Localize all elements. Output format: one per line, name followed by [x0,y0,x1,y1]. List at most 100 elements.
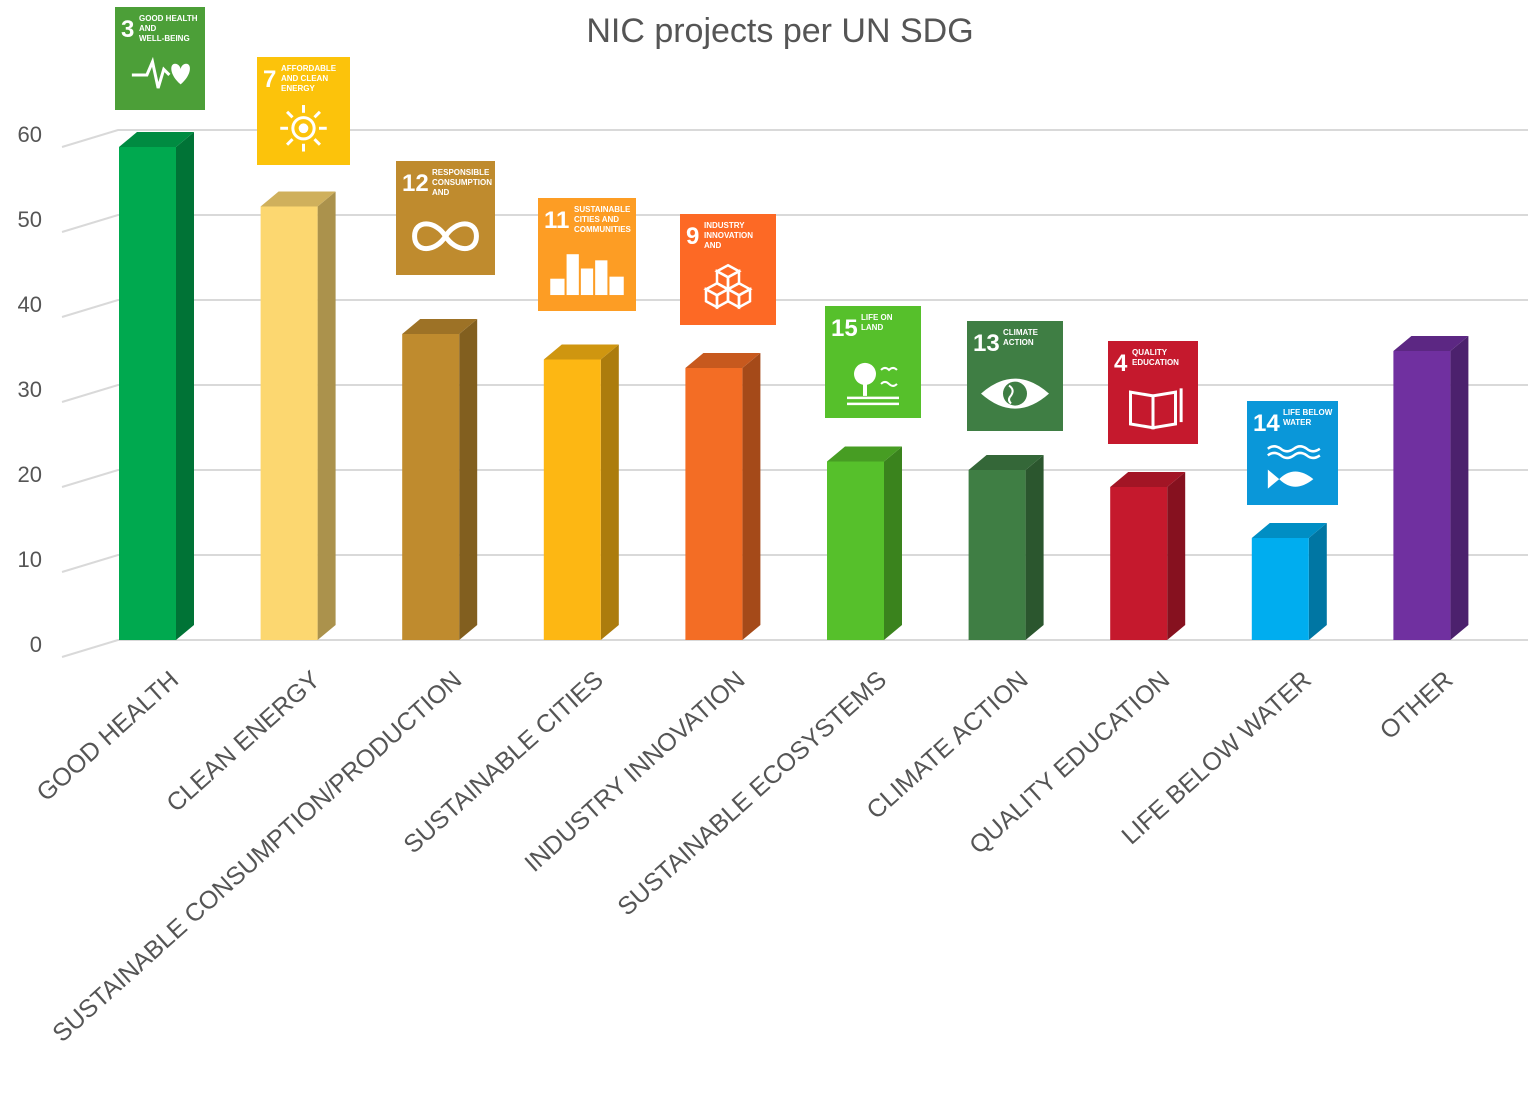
bar-side [1167,472,1186,640]
bar-side [176,132,194,640]
badge-label: INDUSTRY [704,221,745,230]
badge-background [396,161,495,275]
cube-right [737,287,752,310]
badge-label: LIFE ON [861,313,893,322]
gridlines [61,129,1528,658]
sun-icon [280,105,327,152]
badge-background [1247,401,1338,505]
building [595,260,608,296]
infinity-loop [412,221,479,252]
gridline [61,299,1528,318]
fish-tail [1267,469,1280,489]
gridline [61,214,1528,233]
fish-body [1279,471,1314,487]
bar-front [827,461,884,640]
sun-ray [285,138,294,146]
x-tick-label: SUSTAINABLE ECOSYSTEMS [612,666,892,922]
badge-label: SUSTAINABLE [574,205,631,214]
y-tick-label: 20 [18,462,42,487]
bar-side [742,353,761,640]
badge-number: 9 [686,223,699,250]
buildings-icon [550,254,624,296]
badge-number: 15 [831,315,858,342]
badge-number: 3 [121,16,134,43]
badge-label: RESPONSIBLE [432,168,490,177]
badge-label: QUALITY [1132,348,1168,357]
building [566,254,579,296]
badge-number: 4 [1114,350,1128,377]
badge-label: WATER [1283,418,1312,427]
x-tick-label: OTHER [1375,666,1459,745]
bar-top [1110,472,1186,487]
building [580,268,594,296]
bar-front [968,470,1026,640]
badge-label: ENERGY [281,84,315,93]
sun-ray [285,110,294,119]
infinity-icon [412,221,479,252]
badge-label: CLIMATE [1003,328,1039,337]
y-tick-label: 0 [30,632,42,657]
y-tick-label: 60 [18,122,42,147]
bar-top [1251,523,1327,538]
badge-label: AFFORDABLE [281,64,337,73]
tree-crown [854,362,876,385]
heartbeat-line [131,56,171,89]
bar [827,446,902,640]
gridline [61,129,1528,148]
bar-front [1110,487,1168,640]
bar-top [402,319,478,334]
badge-label: LIFE BELOW [1283,408,1333,417]
bar-front [1393,351,1451,640]
bar-side [1308,523,1327,640]
bar [968,455,1044,640]
bar-front [543,359,601,640]
bar-front [1251,538,1309,640]
bar-front [402,334,460,640]
badge-label: WELL-BEING [139,34,190,43]
badge-label: CONSUMPTION [432,178,492,187]
badge-label: AND CLEAN [281,74,328,83]
badge-label: INNOVATION [704,231,753,240]
fish-icon [1267,445,1321,489]
badge-label: AND [139,24,157,33]
bar [1110,472,1186,640]
bar-side [884,446,902,640]
tree-trunk [863,381,867,396]
badge-background [825,306,921,418]
badge-background [680,214,776,325]
tree-icon [847,362,899,406]
chart-title: NIC projects per UN SDG [586,12,973,50]
badge-label: EDUCATION [1132,358,1179,367]
bar-front [119,147,176,640]
y-tick-label: 40 [18,292,42,317]
badge-label: CITIES AND [574,215,619,224]
gridline [61,554,1528,573]
bar-top [543,344,619,360]
y-tick-label: 30 [18,377,42,402]
bars [119,132,1469,640]
bar [119,132,194,640]
heart-shape [171,63,190,85]
bar [685,353,761,640]
water-wave [1267,445,1321,453]
bar [260,191,336,640]
bar-top [968,455,1044,470]
bar-top [1393,336,1469,351]
sun-ray [313,110,322,119]
sun-ray [313,138,322,146]
bar-front [685,368,743,640]
bar-side [1025,455,1044,640]
bar-top [260,191,336,207]
bar [1393,336,1469,640]
bird [880,366,898,372]
water-wave [1267,451,1321,460]
